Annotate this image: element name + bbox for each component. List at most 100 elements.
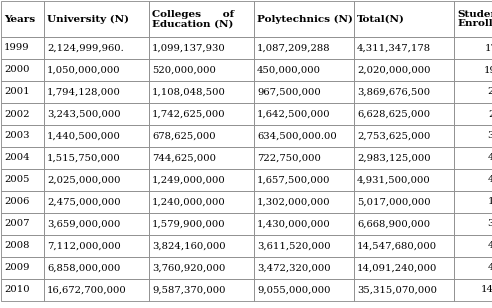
Bar	[149, 235, 254, 257]
Text: 2,753,625,000: 2,753,625,000	[357, 132, 430, 140]
Text: 1,050,000,000: 1,050,000,000	[47, 66, 121, 75]
Bar	[149, 169, 254, 191]
Bar	[354, 103, 454, 125]
Bar	[1, 169, 44, 191]
Text: 1,108,048,500: 1,108,048,500	[152, 87, 226, 96]
Bar	[149, 213, 254, 235]
Bar	[1, 257, 44, 279]
Text: 118056: 118056	[488, 197, 492, 206]
Text: 2,020,000,000: 2,020,000,000	[357, 66, 430, 75]
Bar	[44, 191, 149, 213]
Text: 16,672,700,000: 16,672,700,000	[47, 286, 127, 294]
Text: 1999: 1999	[4, 43, 30, 52]
Bar	[254, 257, 354, 279]
Bar	[44, 81, 149, 103]
Bar	[44, 279, 149, 301]
Bar	[44, 169, 149, 191]
Text: 3,659,000,000: 3,659,000,000	[47, 220, 121, 229]
Text: 14,547,680,000: 14,547,680,000	[357, 241, 437, 250]
Text: 2,124,999,960.: 2,124,999,960.	[47, 43, 124, 52]
Text: Years: Years	[4, 14, 35, 23]
Text: 1,240,000,000: 1,240,000,000	[152, 197, 226, 206]
Text: 35,315,070,000: 35,315,070,000	[357, 286, 437, 294]
Bar	[149, 103, 254, 125]
Text: 1,440,500,000: 1,440,500,000	[47, 132, 121, 140]
Text: 461494: 461494	[488, 153, 492, 163]
Text: 428467: 428467	[488, 176, 492, 184]
Bar	[1, 147, 44, 169]
Bar	[454, 191, 492, 213]
Bar	[254, 147, 354, 169]
Bar	[1, 59, 44, 81]
Bar	[254, 213, 354, 235]
Text: 2008: 2008	[4, 241, 30, 250]
Bar	[149, 37, 254, 59]
Bar	[454, 125, 492, 147]
Text: 2001: 2001	[4, 87, 30, 96]
Text: 1438894: 1438894	[481, 286, 492, 294]
Bar	[254, 191, 354, 213]
Text: 520,000,000: 520,000,000	[152, 66, 216, 75]
Bar	[254, 169, 354, 191]
Bar	[254, 103, 354, 125]
Text: 1,430,000,000: 1,430,000,000	[257, 220, 331, 229]
Bar	[354, 1, 454, 37]
Text: 2006: 2006	[4, 197, 30, 206]
Bar	[149, 279, 254, 301]
Bar	[354, 125, 454, 147]
Text: Polytechnics (N): Polytechnics (N)	[257, 14, 353, 24]
Text: 4,931,500,000: 4,931,500,000	[357, 176, 431, 184]
Bar	[354, 235, 454, 257]
Bar	[454, 103, 492, 125]
Text: 5,017,000,000: 5,017,000,000	[357, 197, 430, 206]
Text: 2,025,000,000: 2,025,000,000	[47, 176, 121, 184]
Text: 217277: 217277	[488, 87, 492, 96]
Bar	[1, 279, 44, 301]
Text: 191,040: 191,040	[484, 66, 492, 75]
Bar	[254, 81, 354, 103]
Bar	[1, 235, 44, 257]
Text: 3,760,920,000: 3,760,920,000	[152, 264, 225, 273]
Text: 744,625,000: 744,625,000	[152, 153, 216, 163]
Bar	[354, 279, 454, 301]
Text: 7,112,000,000: 7,112,000,000	[47, 241, 121, 250]
Text: 2,475,000,000: 2,475,000,000	[47, 197, 121, 206]
Text: 3,472,320,000: 3,472,320,000	[257, 264, 331, 273]
Bar	[354, 169, 454, 191]
Text: 634,500,000.00: 634,500,000.00	[257, 132, 337, 140]
Text: 2,983,125,000: 2,983,125,000	[357, 153, 430, 163]
Bar	[1, 103, 44, 125]
Bar	[354, 59, 454, 81]
Bar	[354, 213, 454, 235]
Text: 6,628,625,000: 6,628,625,000	[357, 110, 430, 119]
Bar	[149, 125, 254, 147]
Text: University (N): University (N)	[47, 14, 129, 24]
Bar	[254, 235, 354, 257]
Text: 722,750,000: 722,750,000	[257, 153, 321, 163]
Text: 172,259: 172,259	[485, 43, 492, 52]
Text: 4,311,347,178: 4,311,347,178	[357, 43, 431, 52]
Bar	[44, 213, 149, 235]
Bar	[454, 279, 492, 301]
Text: 287368: 287368	[488, 110, 492, 119]
Text: 6,668,900,000: 6,668,900,000	[357, 220, 430, 229]
Text: 450,000,000: 450,000,000	[257, 66, 321, 75]
Text: 9,587,370,000: 9,587,370,000	[152, 286, 225, 294]
Bar	[254, 1, 354, 37]
Text: Total(N): Total(N)	[357, 14, 405, 23]
Bar	[254, 125, 354, 147]
Bar	[149, 1, 254, 37]
Bar	[454, 213, 492, 235]
Text: 1,642,500,000: 1,642,500,000	[257, 110, 331, 119]
Bar	[454, 37, 492, 59]
Bar	[354, 257, 454, 279]
Text: Colleges      of
Education (N): Colleges of Education (N)	[152, 10, 234, 28]
Text: 2000: 2000	[4, 66, 30, 75]
Text: 3,243,500,000: 3,243,500,000	[47, 110, 121, 119]
Text: 2010: 2010	[4, 286, 30, 294]
Text: 399470: 399470	[488, 220, 492, 229]
Bar	[149, 191, 254, 213]
Text: 1,579,900,000: 1,579,900,000	[152, 220, 226, 229]
Bar	[1, 125, 44, 147]
Bar	[354, 191, 454, 213]
